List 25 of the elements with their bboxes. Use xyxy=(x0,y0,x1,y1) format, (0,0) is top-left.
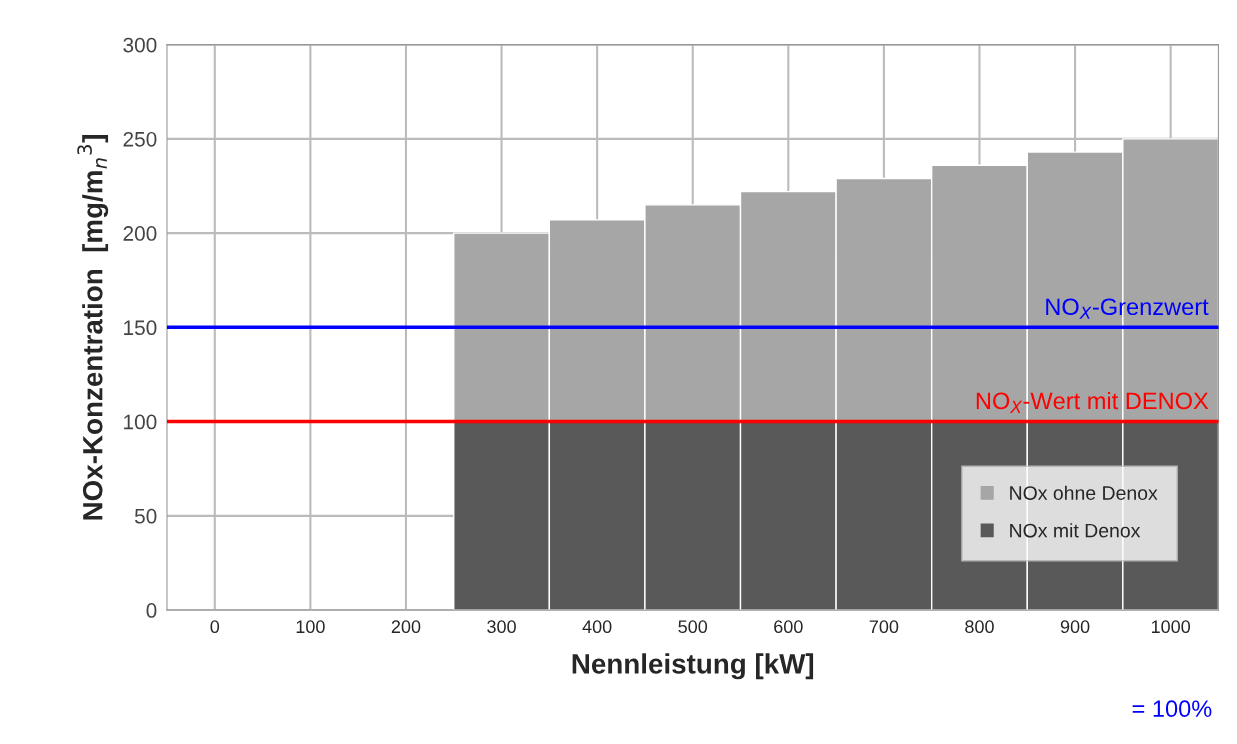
x-tick-label: 100 xyxy=(296,620,325,634)
x-tick-label: 600 xyxy=(774,620,803,634)
x-tick-label: 500 xyxy=(678,620,708,634)
x-tick-label: 700 xyxy=(869,620,899,634)
y-tick-label: 0 xyxy=(146,603,157,618)
x-tick-label: 1000 xyxy=(1151,620,1191,634)
x-tick-label: 900 xyxy=(1060,620,1090,634)
x-tick-label: 300 xyxy=(487,620,516,634)
legend-label: NOx ohne Denox xyxy=(1010,485,1158,500)
y-axis-title: NOx-Konzentration [mg/m$_{n}$$^{3}$] xyxy=(77,135,109,520)
legend-label: NOx mit Denox xyxy=(1010,523,1141,538)
y-tick-label: 250 xyxy=(123,131,157,147)
x-tick-label: 200 xyxy=(391,620,421,634)
ref-line-label: NO$_{X}$-Grenzwert xyxy=(1046,298,1209,319)
x-tick-label: 0 xyxy=(210,620,220,634)
y-tick-label: 50 xyxy=(134,508,157,524)
x-tick-label: 400 xyxy=(582,620,612,634)
y-tick-label: 100 xyxy=(124,414,157,430)
ref-line-label: NO$_{X}$-Wert mit DENOX xyxy=(976,391,1209,413)
x-axis-title: Nennleistung [kW] xyxy=(572,653,814,680)
x-tick-label: 800 xyxy=(965,620,994,634)
y-tick-label: 200 xyxy=(123,226,157,241)
y-tick-label: 150 xyxy=(124,320,157,336)
y-tick-label: 300 xyxy=(123,37,157,53)
text: = 100% xyxy=(1132,700,1212,718)
